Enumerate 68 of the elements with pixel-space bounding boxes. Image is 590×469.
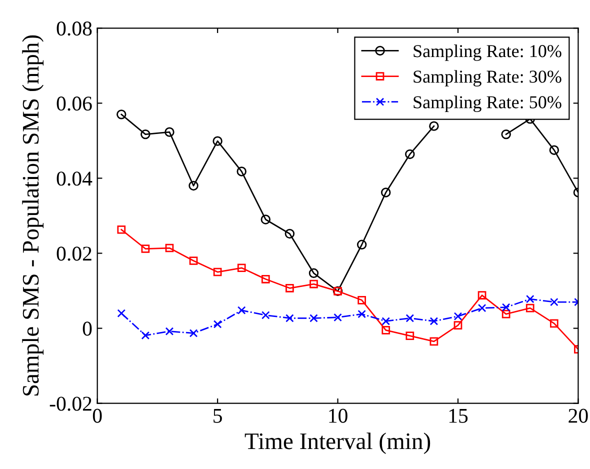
point — [454, 312, 462, 320]
point — [286, 284, 294, 292]
y-tick-label: 0 — [82, 322, 92, 336]
y-tick-label: 0.06 — [56, 96, 92, 111]
point — [406, 314, 414, 322]
point — [261, 274, 270, 284]
y-axis-title: Sample SMS - Population SMS (mph) — [22, 35, 44, 396]
x-tick-label: 15 — [449, 408, 468, 423]
point — [188, 180, 198, 191]
point — [454, 321, 462, 330]
y-tick-label: -0.02 — [50, 396, 92, 411]
point — [140, 129, 150, 140]
point — [308, 268, 319, 278]
point — [237, 306, 246, 314]
point — [213, 268, 222, 276]
point — [117, 309, 126, 318]
x-tick-label: 10 — [329, 408, 348, 423]
point — [189, 329, 198, 338]
x-tick-label: 0 — [92, 408, 102, 423]
point — [141, 244, 150, 253]
point — [550, 298, 558, 306]
point — [429, 121, 439, 131]
point — [165, 327, 174, 336]
y-tick-label: 0.02 — [56, 246, 92, 261]
point — [382, 317, 390, 326]
point — [165, 244, 174, 252]
point — [213, 320, 222, 328]
point — [406, 332, 414, 340]
point — [334, 313, 342, 322]
point — [310, 280, 318, 288]
point — [382, 326, 390, 334]
point — [212, 136, 222, 146]
point — [430, 337, 438, 346]
point — [381, 188, 391, 198]
x-tick-label: 20 — [568, 408, 588, 423]
x-tick-label: 5 — [214, 409, 222, 423]
point — [164, 127, 174, 137]
point — [310, 314, 318, 322]
legend-label: Sampling Rate: 10% — [414, 44, 562, 61]
point — [189, 256, 198, 265]
point — [117, 225, 126, 234]
point — [526, 294, 534, 304]
point — [286, 314, 294, 322]
point — [501, 129, 511, 140]
point — [237, 264, 246, 272]
y-tick-label: 0.08 — [56, 22, 92, 36]
point — [549, 145, 560, 155]
point — [405, 149, 415, 160]
point — [502, 303, 510, 312]
point — [550, 319, 558, 328]
point — [116, 110, 126, 120]
point — [261, 311, 270, 320]
point — [478, 304, 486, 312]
point — [526, 304, 534, 312]
y-tick-label: 0.04 — [56, 172, 92, 186]
point — [358, 296, 366, 304]
point — [260, 214, 271, 224]
legend-label: Sampling Rate: 50% — [414, 96, 562, 112]
point — [141, 331, 150, 340]
point — [358, 310, 366, 318]
point — [284, 228, 295, 239]
legend-label: Sampling Rate: 30% — [414, 70, 562, 86]
x-axis-title: Time Interval (min) — [244, 432, 430, 454]
point — [478, 291, 486, 300]
point — [236, 166, 246, 176]
point — [430, 317, 438, 326]
point — [356, 240, 367, 250]
point — [502, 310, 510, 318]
